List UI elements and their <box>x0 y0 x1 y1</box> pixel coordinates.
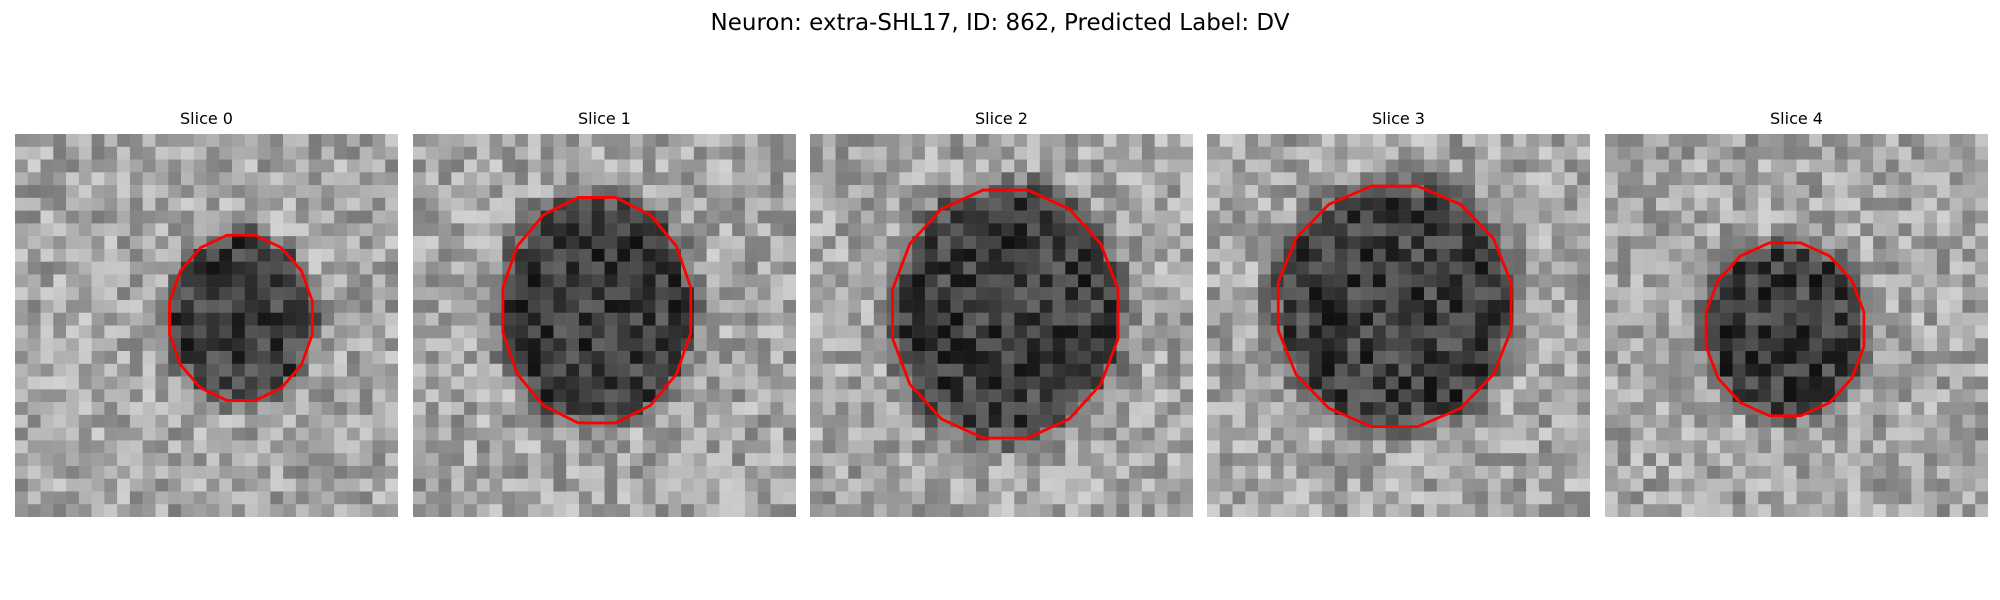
cell-contour-4 <box>1704 241 1866 418</box>
slice-image-2 <box>810 134 1193 517</box>
slice-title-1: Slice 1 <box>578 109 631 128</box>
slice-image-1 <box>413 134 796 517</box>
slice-title-4: Slice 4 <box>1770 109 1823 128</box>
slice-image-3 <box>1207 134 1590 517</box>
figure-title: Neuron: extra-SHL17, ID: 862, Predicted … <box>710 10 1290 36</box>
slice-image-0 <box>15 134 398 517</box>
cell-contour-1 <box>501 196 693 425</box>
cell-contour-3 <box>1276 184 1513 429</box>
cell-contour-0 <box>168 233 314 402</box>
slice-title-0: Slice 0 <box>180 109 233 128</box>
cell-contour-2 <box>891 188 1120 440</box>
slice-title-2: Slice 2 <box>975 109 1028 128</box>
slice-title-3: Slice 3 <box>1372 109 1425 128</box>
slice-image-4 <box>1605 134 1988 517</box>
